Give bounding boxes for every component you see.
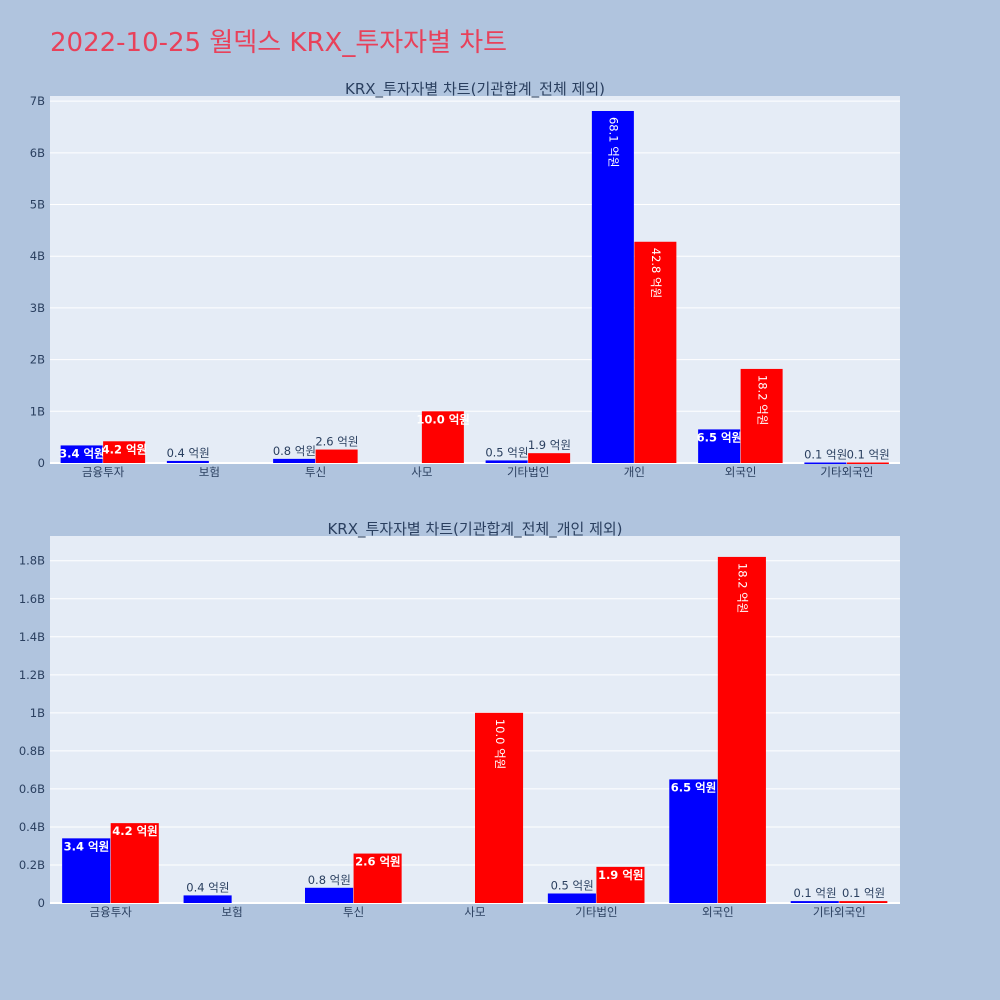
data-label: 18.2 억원 bbox=[755, 375, 769, 425]
y-tick-label: 6B bbox=[30, 146, 45, 160]
data-label: 1.9 억원 bbox=[528, 438, 571, 452]
y-tick-label: 4B bbox=[30, 249, 45, 263]
bar bbox=[110, 823, 159, 903]
data-label: 2.6 억원 bbox=[315, 435, 358, 449]
x-tick-label: 기타법인 bbox=[507, 465, 549, 479]
data-label: 4.2 억원 bbox=[112, 824, 158, 838]
data-label: 4.2 억원 bbox=[102, 442, 148, 456]
data-label: 0.1 억원 bbox=[804, 447, 847, 461]
y-tick-label: 1.2B bbox=[19, 668, 45, 682]
y-tick-label: 1B bbox=[30, 706, 45, 720]
bar bbox=[183, 895, 232, 903]
y-tick-label: 0.8B bbox=[19, 744, 45, 758]
bar bbox=[804, 462, 847, 464]
y-tick-label: 7B bbox=[30, 94, 45, 108]
bar bbox=[166, 460, 209, 463]
bar bbox=[528, 453, 571, 463]
x-tick-label: 보험 bbox=[199, 465, 220, 479]
bar bbox=[62, 838, 111, 903]
data-label: 6.5 억원 bbox=[697, 430, 743, 444]
data-label: 0.5 억원 bbox=[551, 878, 594, 892]
bar bbox=[421, 411, 464, 463]
bar bbox=[353, 853, 402, 903]
data-label: 1.9 억원 bbox=[598, 868, 644, 882]
bar bbox=[315, 449, 358, 463]
bar bbox=[717, 556, 766, 903]
y-tick-label: 0.2B bbox=[19, 858, 45, 872]
bar bbox=[839, 901, 888, 903]
data-label: 10.0 억원 bbox=[493, 719, 507, 769]
y-tick-label: 1B bbox=[30, 404, 45, 418]
bar bbox=[485, 460, 528, 463]
bar bbox=[591, 110, 634, 463]
data-label: 0.1 억원 bbox=[842, 886, 885, 900]
chart-title: KRX_투자자별 차트(기관합계_전체_개인 제외) bbox=[327, 520, 622, 539]
x-tick-label: 보험 bbox=[222, 905, 243, 919]
page-title: 2022-10-25 월덱스 KRX_투자자별 차트 bbox=[50, 28, 508, 58]
bar bbox=[698, 429, 741, 463]
y-tick-label: 1.8B bbox=[19, 554, 45, 568]
bar bbox=[740, 368, 783, 463]
x-tick-label: 투신 bbox=[305, 465, 326, 479]
x-tick-label: 기타법인 bbox=[575, 905, 617, 919]
bar bbox=[273, 458, 316, 463]
y-tick-label: 1.6B bbox=[19, 592, 45, 606]
data-label: 0.4 억원 bbox=[167, 446, 210, 460]
data-label: 2.6 억원 bbox=[355, 855, 401, 869]
data-label: 0.1 억원 bbox=[847, 447, 890, 461]
data-label: 6.5 억원 bbox=[671, 780, 717, 794]
data-label: 42.8 억원 bbox=[649, 248, 663, 298]
bar bbox=[475, 712, 524, 903]
x-tick-label: 외국인 bbox=[725, 465, 757, 479]
x-tick-label: 금융투자 bbox=[90, 905, 133, 919]
y-tick-label: 3B bbox=[30, 301, 45, 315]
data-label: 0.5 억원 bbox=[485, 445, 528, 459]
data-label: 3.4 억원 bbox=[64, 839, 110, 853]
x-tick-label: 사모 bbox=[464, 905, 485, 919]
y-tick-label: 1.4B bbox=[19, 630, 45, 644]
x-tick-label: 기타외국인 bbox=[813, 905, 866, 919]
bar bbox=[547, 893, 596, 903]
y-tick-label: 2B bbox=[30, 353, 45, 367]
x-tick-label: 기타외국인 bbox=[820, 465, 873, 479]
data-label: 3.4 억원 bbox=[59, 446, 105, 460]
x-tick-label: 개인 bbox=[624, 465, 645, 479]
chart-1: 0 1B 2B 3B 4B 5B 6B 7B KRX_투자자별 차트(기관합계_전체 제외) 금융… bbox=[30, 80, 900, 479]
x-tick-label: 외국인 bbox=[702, 905, 734, 919]
bar bbox=[634, 241, 677, 463]
data-label: 0.1 억원 bbox=[793, 886, 836, 900]
chart-title: KRX_투자자별 차트(기관합계_전체 제외) bbox=[345, 80, 605, 99]
x-tick-label: 투신 bbox=[343, 905, 364, 919]
x-tick-label: 금융투자 bbox=[82, 465, 125, 479]
bar bbox=[103, 441, 146, 463]
y-tick-label: 0 bbox=[38, 896, 45, 910]
bar bbox=[60, 445, 103, 463]
bar bbox=[846, 462, 889, 464]
bar bbox=[305, 887, 354, 903]
chart-2: 0 0.2B 0.4B 0.6B 0.8B 1B 1.2B 1.4B 1.6B 1.8B KRX_투… bbox=[19, 520, 900, 919]
data-label: 0.8 억원 bbox=[308, 873, 351, 887]
x-tick-label: 사모 bbox=[411, 465, 432, 479]
data-label: 18.2 억원 bbox=[736, 563, 750, 613]
y-tick-label: 0.4B bbox=[19, 820, 45, 834]
bar bbox=[669, 779, 718, 903]
y-tick-label: 5B bbox=[30, 198, 45, 212]
data-label: 68.1 억원 bbox=[607, 117, 621, 167]
bar bbox=[596, 866, 645, 903]
data-label: 10.0 억원 bbox=[416, 412, 470, 426]
y-tick-label: 0.6B bbox=[19, 782, 45, 796]
bar bbox=[790, 901, 839, 903]
y-tick-label: 0 bbox=[38, 456, 45, 470]
data-label: 0.8 억원 bbox=[273, 444, 316, 458]
data-label: 0.4 억원 bbox=[186, 880, 229, 894]
